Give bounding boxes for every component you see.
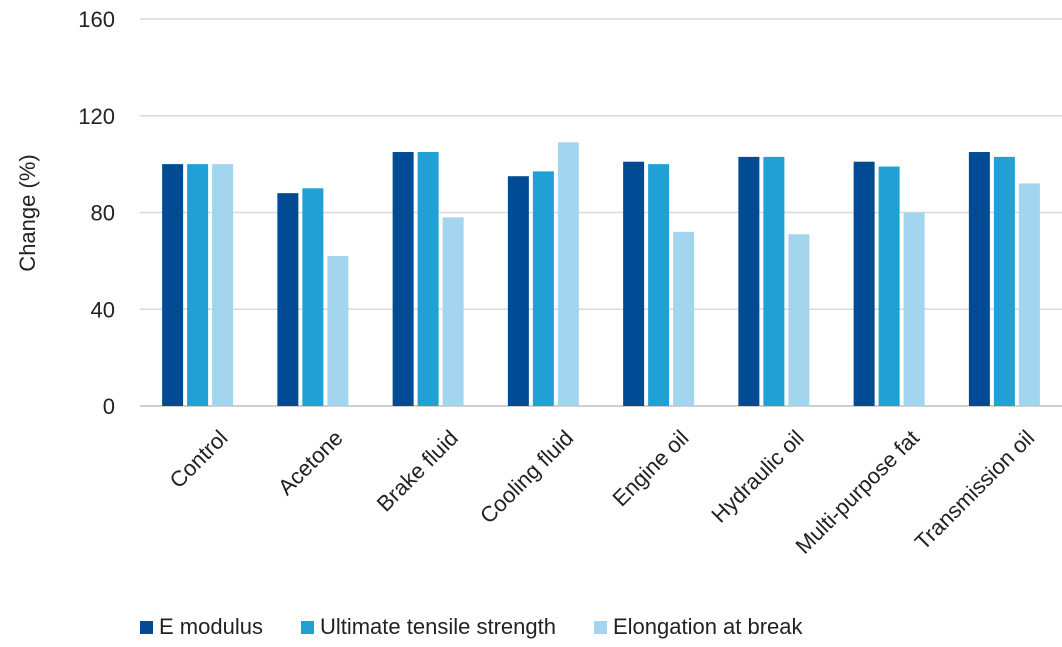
y-tick-labels: 0 40 80 120 160 <box>78 7 115 419</box>
bar <box>327 256 349 406</box>
bar <box>442 217 464 406</box>
y-tick-label: 80 <box>91 201 115 226</box>
y-tick-label: 120 <box>78 104 115 129</box>
legend-item: Elongation at break <box>593 614 803 640</box>
bar <box>903 212 925 406</box>
bar <box>763 156 785 406</box>
bar <box>738 156 760 406</box>
category-label: Cooling fluid <box>475 425 578 528</box>
chart: 0 40 80 120 160 Change (%) Control Acetone Bra… <box>15 7 1062 559</box>
bar <box>162 164 184 406</box>
legend-swatch <box>593 620 607 634</box>
bar <box>968 152 990 406</box>
bar <box>532 171 554 406</box>
category-label: Transmission oil <box>910 425 1039 554</box>
category-label: Multi-purpose fat <box>790 425 924 559</box>
bar <box>993 156 1015 406</box>
bar <box>417 152 439 406</box>
legend-item: E modulus <box>140 614 263 640</box>
bar <box>392 152 414 406</box>
bar <box>557 142 579 406</box>
bar <box>1018 183 1040 406</box>
y-tick-label: 160 <box>78 7 115 32</box>
bar <box>673 231 695 406</box>
bar <box>878 166 900 406</box>
bars <box>162 142 1040 406</box>
y-tick-label: 0 <box>103 394 115 419</box>
bar <box>187 164 209 406</box>
category-label: Brake fluid <box>372 425 463 516</box>
bar <box>507 176 529 406</box>
category-label: Acetone <box>273 425 348 500</box>
legend-label: Elongation at break <box>612 614 803 639</box>
category-labels: Control Acetone Brake fluid Cooling fluid En… <box>165 425 1040 559</box>
category-label: Hydraulic oil <box>706 425 808 527</box>
bar <box>623 161 645 406</box>
bar <box>853 161 875 406</box>
legend-swatch <box>300 620 314 634</box>
bar <box>648 164 670 406</box>
bar <box>212 164 234 406</box>
y-tick-label: 40 <box>91 297 115 322</box>
legend-item: Ultimate tensile strength <box>300 614 556 640</box>
legend-label: Ultimate tensile strength <box>319 614 556 639</box>
bar <box>788 234 810 406</box>
category-label: Engine oil <box>607 425 693 511</box>
legend-swatch <box>140 620 153 634</box>
legend: E modulus Ultimate tensile strength Elonga… <box>140 614 803 640</box>
bar <box>302 188 324 406</box>
y-axis-label: Change (%) <box>15 154 40 271</box>
legend-label: E modulus <box>159 614 263 639</box>
bar <box>277 193 299 406</box>
category-label: Control <box>165 425 233 493</box>
